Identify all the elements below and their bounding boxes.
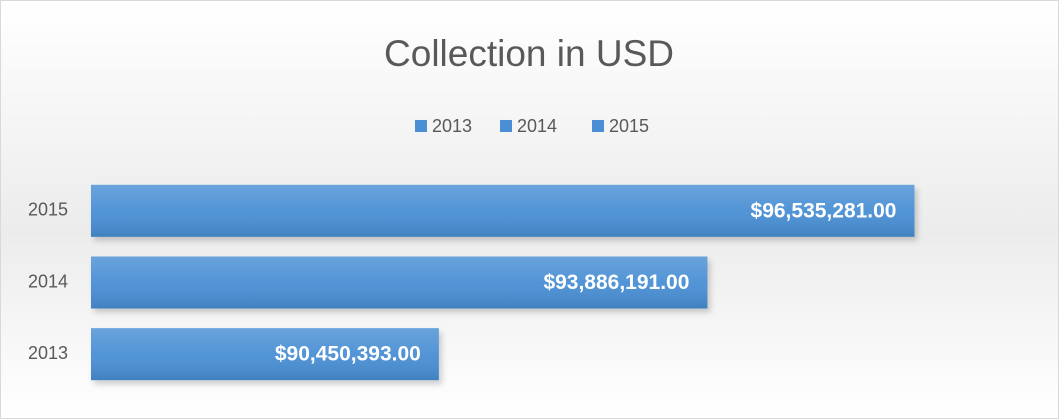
data-label: $90,450,393.00 [275,343,421,366]
y-tick-label: 2014 [28,271,68,291]
y-tick-label: 2015 [28,200,68,220]
bar-shade [91,256,708,309]
legend-swatch [500,120,512,132]
chart-title: Collection in USD [384,33,674,74]
bar-shade [91,184,915,237]
legend-swatch [415,120,427,132]
data-label: $93,886,191.00 [543,271,689,294]
legend-swatch [592,120,604,132]
legend-label: 2015 [609,116,649,136]
bar-shade [91,328,439,381]
legend-label: 2014 [517,116,557,136]
data-label: $96,535,281.00 [751,199,897,222]
y-tick-label: 2013 [28,343,68,363]
legend-label: 2013 [432,116,472,136]
